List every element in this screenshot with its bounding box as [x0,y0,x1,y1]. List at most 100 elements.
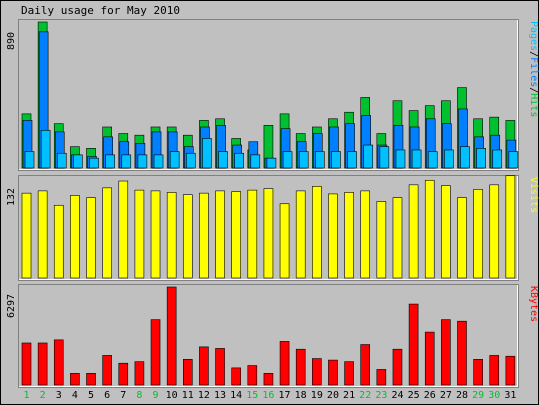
legend-entry: / [528,51,539,57]
panel-frame [18,284,519,388]
x-tick-label: 2 [40,390,46,401]
x-tick-label: 27 [440,390,452,401]
bar-visits-day-19 [312,186,322,279]
bar-kbytes-day-17 [279,341,290,386]
legend: Pages/Files/Hits [528,21,539,117]
x-tick-label: 13 [214,390,226,401]
bar-pages-day-23 [379,146,390,169]
bar-pages-day-6 [105,154,115,169]
bar-pages-day-5 [89,157,99,169]
x-tick-label: 26 [424,390,436,401]
x-tick-label: 18 [295,390,307,401]
series-files [22,31,517,169]
x-tick-label: 25 [408,390,420,401]
bar-visits-day-17 [279,203,290,279]
bar-kbytes-day-31 [505,355,516,386]
legend-entry: Hits [528,93,539,117]
bar-visits-day-21 [344,192,354,279]
y-axis-max-label: 132 [6,188,17,206]
bar-pages-day-8 [137,154,148,169]
bar-visits-day-7 [118,180,129,279]
bar-pages-day-28 [460,146,470,169]
bar-pages-day-15 [250,154,261,169]
x-tick-label: 24 [391,390,403,401]
bar-visits-day-18 [295,190,306,279]
bar-pages-day-29 [476,148,486,169]
x-tick-label: 16 [262,390,274,401]
bar-kbytes-day-3 [53,339,64,386]
bar-visits-day-1 [21,192,32,279]
bar-kbytes-day-10 [166,286,177,386]
bar-kbytes-day-12 [199,346,209,386]
bar-visits-day-2 [37,190,48,279]
x-tick-label: 12 [198,390,210,401]
bar-pages-day-14 [234,152,244,169]
legend: Visits [528,177,539,213]
x-tick-label: 5 [88,390,94,401]
x-tick-label: 6 [104,390,110,401]
y-axis-max-label: 890 [6,32,17,50]
bar-kbytes-day-8 [134,361,145,386]
x-tick-label: 19 [311,390,323,401]
legend-entry: Files [528,57,539,87]
panel-kbytes: 6297 KBytes [6,284,539,388]
bar-pages-day-19 [315,151,325,169]
legend-entry: / [528,87,539,93]
bar-kbytes-day-20 [328,359,338,386]
bar-visits-day-22 [360,190,371,279]
bar-visits-day-15 [247,189,258,279]
series-pages [24,129,519,169]
bar-pages-day-16 [266,157,277,169]
bar-kbytes-day-27 [441,319,451,386]
bar-kbytes-day-7 [118,362,129,386]
bar-visits-day-9 [150,190,161,279]
bar-kbytes-day-9 [150,319,161,386]
bar-kbytes-day-13 [215,348,225,386]
bar-visits-day-4 [70,195,80,279]
bar-kbytes-day-5 [86,373,96,386]
bar-visits-day-28 [457,197,467,279]
panel-visits: 132 Visits [6,175,539,281]
x-tick-label: 1 [23,390,29,401]
bar-kbytes-day-23 [376,369,387,386]
bar-pages-day-31 [508,151,519,169]
bar-pages-day-20 [331,151,341,169]
bar-pages-day-21 [347,151,357,169]
bar-kbytes-day-11 [182,359,193,386]
bar-pages-day-10 [169,151,180,169]
bar-kbytes-day-21 [344,361,354,386]
bar-visits-day-16 [263,188,274,279]
bar-visits-day-20 [328,193,338,279]
bar-pages-day-13 [218,151,228,169]
x-tick-label: 15 [246,390,258,401]
bar-kbytes-day-16 [263,373,274,386]
bar-kbytes-day-19 [312,358,322,386]
bar-pages-day-2 [40,129,51,169]
legend-entry: Visits [528,177,539,213]
x-tick-label: 29 [472,390,484,401]
bar-visits-day-3 [53,204,64,279]
bar-kbytes-day-29 [473,359,483,386]
bar-pages-day-22 [363,144,374,169]
x-tick-label: 8 [136,390,142,401]
x-tick-label: 10 [166,390,178,401]
bar-kbytes-day-18 [295,348,306,386]
x-tick-label: 17 [279,390,291,401]
bar-kbytes-day-28 [457,320,467,386]
bar-kbytes-day-30 [489,355,500,386]
bar-visits-day-23 [376,201,387,279]
x-tick-label: 9 [153,390,159,401]
bar-pages-day-30 [492,149,503,169]
x-axis-labels: 1 2 3 4 5 6 7 8 9 10 11 12 13 14 15 16 17 18 19 20 21 22 23 24 2… [23,390,516,401]
bar-visits-day-11 [182,194,193,279]
bar-kbytes-day-4 [70,373,80,386]
x-tick-label: 4 [72,390,78,401]
bar-pages-day-17 [282,151,293,169]
legend-entry: KBytes [528,286,539,322]
bar-visits-day-5 [86,197,96,279]
bar-kbytes-day-25 [408,303,419,386]
legend-entry: Pages [528,21,539,51]
bar-pages-day-1 [24,151,35,169]
x-tick-label: 28 [456,390,468,401]
